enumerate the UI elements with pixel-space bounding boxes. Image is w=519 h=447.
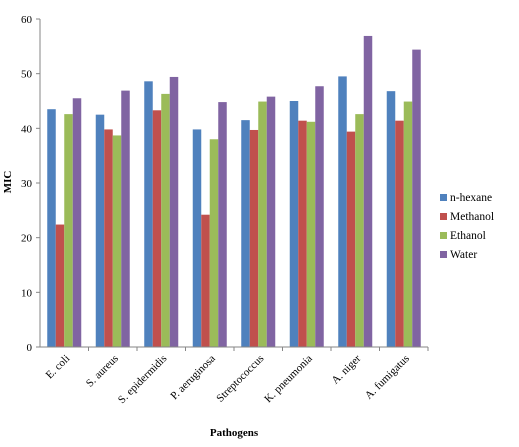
x-category-label: A. niger: [329, 352, 363, 386]
legend-label: Water: [450, 249, 477, 261]
bar-methanol: [346, 131, 356, 347]
bar-methanol: [152, 110, 162, 347]
legend: n-hexane Methanol Ethanol Water: [440, 192, 494, 261]
x-category-label: K. pneumonia: [262, 353, 315, 406]
legend-swatch: [440, 213, 447, 220]
y-tick-label: 50: [21, 69, 33, 81]
y-tick-label: 20: [21, 233, 33, 245]
legend-swatch: [440, 232, 447, 239]
y-ticks: 0 10 20 30 40 50 60: [21, 14, 40, 354]
y-tick-label: 10: [21, 287, 33, 299]
bar-ethanol: [403, 101, 413, 348]
x-category-label: A. fumigatus: [363, 353, 412, 402]
bar-methanol: [395, 120, 404, 348]
bar-water: [363, 35, 373, 348]
bar-ethanol: [64, 114, 73, 348]
x-axis-title: Pathogens: [210, 427, 259, 439]
bar-n-hexane: [47, 109, 56, 347]
bars-layer: [47, 35, 429, 351]
legend-label: n-hexane: [450, 192, 492, 204]
bar-water: [72, 98, 82, 348]
bar-ethanol: [209, 139, 219, 347]
bar-n-hexane: [338, 76, 347, 348]
legend-swatch: [440, 194, 447, 201]
legend-label: Methanol: [450, 211, 494, 223]
bar-water: [266, 96, 276, 347]
y-tick-label: 40: [21, 123, 33, 135]
bar-methanol: [298, 120, 307, 348]
bar-water: [315, 86, 324, 348]
bar-water: [218, 102, 227, 348]
bar-water: [121, 90, 130, 347]
y-tick-label: 60: [21, 14, 33, 26]
bar-n-hexane: [95, 114, 105, 348]
bar-water: [169, 76, 179, 348]
bar-methanol: [249, 129, 259, 347]
bar-n-hexane: [241, 120, 250, 347]
bar-ethanol: [161, 93, 170, 347]
bar-n-hexane: [386, 91, 396, 347]
bar-methanol: [104, 129, 113, 347]
x-category-label: P. aeruginosa: [168, 353, 218, 403]
x-category-label: S. aureus: [84, 353, 121, 390]
x-category-label: S. epidermidis: [116, 353, 169, 406]
bar-methanol: [55, 224, 65, 347]
bar-water: [412, 49, 421, 347]
y-tick-label: 0: [27, 342, 33, 354]
legend-label: Ethanol: [450, 230, 486, 242]
bar-ethanol: [355, 114, 364, 348]
bar-n-hexane: [144, 81, 153, 347]
bar-ethanol: [258, 101, 267, 348]
bar-n-hexane: [192, 129, 202, 347]
legend-swatch: [440, 251, 447, 258]
bar-ethanol: [306, 121, 316, 347]
x-category-label: E. coli: [44, 353, 73, 382]
bar-ethanol: [112, 135, 122, 347]
x-category-label: Streptococcus: [214, 353, 266, 405]
y-tick-label: 30: [21, 178, 33, 190]
y-axis-title: MIC: [2, 171, 14, 194]
bar-methanol: [201, 214, 210, 347]
bar-n-hexane: [289, 101, 299, 347]
